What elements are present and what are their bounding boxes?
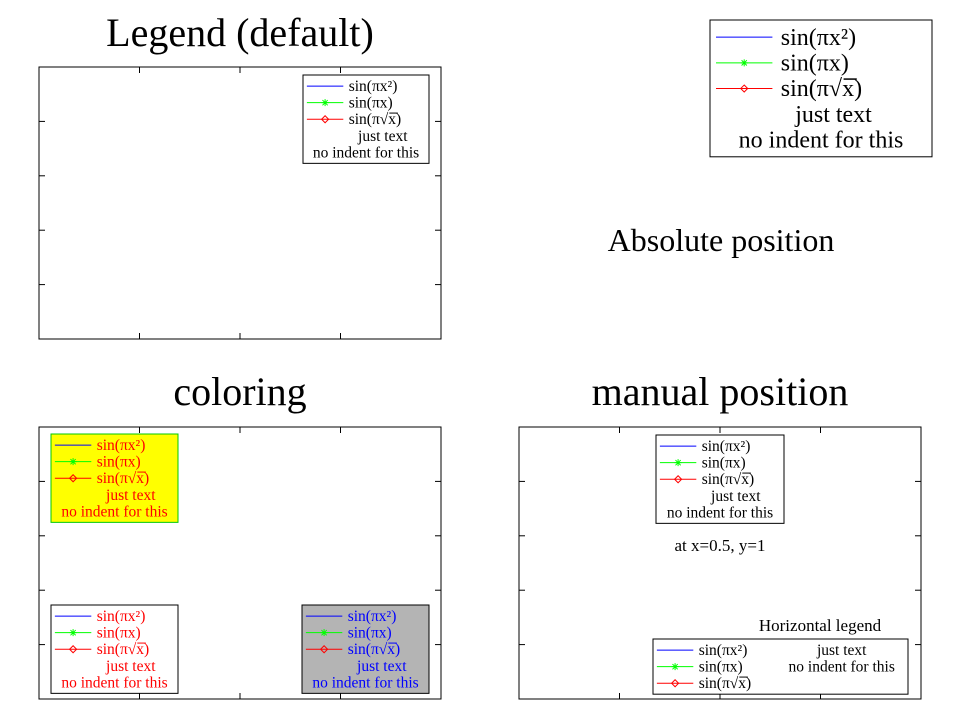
legend-text-entry: just text — [816, 642, 867, 659]
legend-entry-label: sin(πx) — [702, 455, 746, 472]
asterisk-marker — [320, 629, 328, 637]
legend-entry-label: sin(πx) — [349, 95, 393, 112]
asterisk-marker — [671, 663, 679, 671]
diamond-marker — [319, 645, 329, 654]
diamond-marker — [670, 679, 680, 688]
diamond-marker — [320, 115, 330, 124]
legend-text-entry: just text — [794, 102, 872, 128]
legend-text-entry: no indent for this — [61, 674, 167, 691]
asterisk-marker — [740, 59, 748, 67]
legend-entry-label: sin(πx²) — [348, 608, 397, 625]
legend-entry-label: sin(πx²) — [97, 608, 146, 625]
legend-entry-label: sin(πx) — [97, 625, 141, 642]
legend-text-entry: no indent for this — [789, 659, 895, 676]
legend-entry-label: sin(πx) — [97, 454, 141, 471]
plot-manual-position — [518, 426, 922, 700]
chart-title: coloring — [173, 369, 306, 414]
legend-text-entry: just text — [105, 658, 156, 675]
legend-entry-label: sin(πx²) — [702, 438, 751, 455]
chart-title: manual position — [592, 369, 849, 414]
annotation-absolute-position: Absolute position — [608, 222, 835, 258]
diamond-marker — [739, 84, 749, 93]
legend-text-entry: no indent for this — [61, 503, 167, 520]
legend-text-entry: no indent for this — [312, 674, 418, 691]
plot-coloring — [38, 426, 442, 700]
asterisk-marker — [321, 99, 329, 107]
legend-text-entry: just text — [356, 658, 407, 675]
legend-entry-label: sin(πx) — [781, 51, 849, 77]
legend-entry-label: sin(π√x) — [97, 641, 150, 658]
legend-box — [652, 638, 909, 695]
diamond-marker — [68, 645, 78, 654]
legend-entry-label: sin(π√x) — [702, 471, 755, 488]
legend-entry-label: sin(π√x) — [348, 641, 401, 658]
asterisk-marker — [69, 458, 77, 466]
legend-text-entry: just text — [105, 487, 156, 504]
legend-text-entry: no indent for this — [739, 128, 904, 154]
asterisk-marker — [69, 629, 77, 637]
plot-legend-default — [38, 66, 442, 340]
legend-entry-label: sin(πx) — [699, 659, 743, 676]
annotation-manual-position: at x=0.5, y=1 — [675, 536, 766, 555]
annotation-horizontal-legend: Horizontal legend — [759, 616, 882, 635]
legend-text-entry: no indent for this — [313, 144, 419, 161]
legend-text-entry: just text — [357, 128, 408, 145]
diamond-marker — [673, 475, 683, 484]
legend-entry-label: sin(πx) — [348, 625, 392, 642]
legend-text-entry: no indent for this — [667, 504, 773, 521]
diamond-marker — [68, 474, 78, 483]
legend-entry-label: sin(πx²) — [97, 437, 146, 454]
legend-entry-label: sin(π√x) — [699, 675, 752, 692]
legend-entry-label: sin(π√x) — [349, 111, 402, 128]
legend-entry-label: sin(π√x) — [97, 470, 150, 487]
chart-title: Legend (default) — [106, 10, 374, 55]
legend-entry-label: sin(πx²) — [781, 25, 856, 51]
legend-entry-label: sin(πx²) — [699, 642, 748, 659]
legend-entry-label: sin(π√x) — [781, 76, 862, 102]
asterisk-marker — [674, 459, 682, 467]
legend-text-entry: just text — [710, 488, 761, 505]
legend-entry-label: sin(πx²) — [349, 78, 398, 95]
